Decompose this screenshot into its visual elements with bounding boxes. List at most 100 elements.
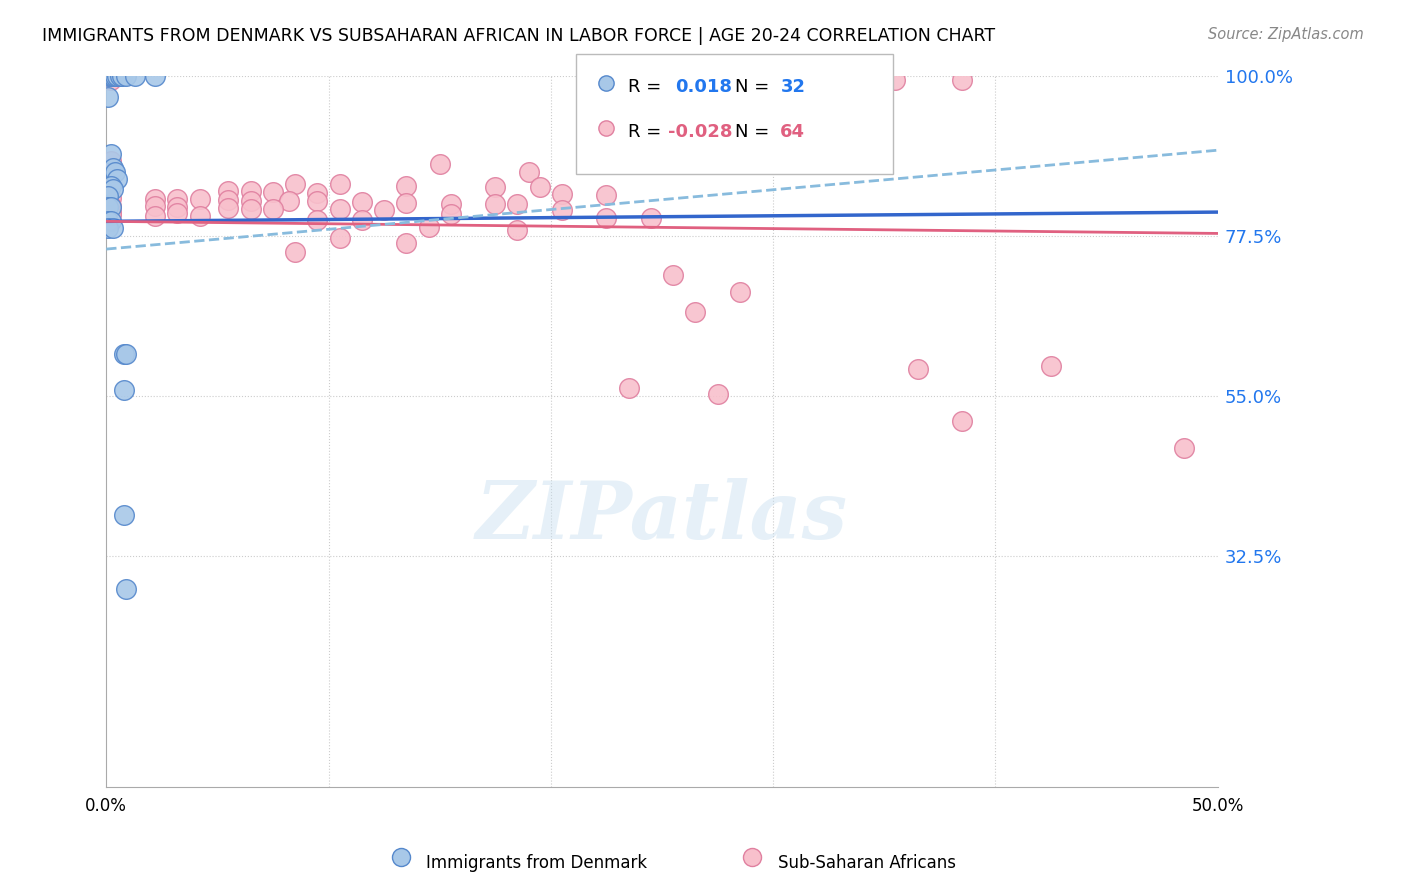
- Text: Immigrants from Denmark: Immigrants from Denmark: [426, 855, 647, 872]
- Point: [143, 209, 166, 223]
- Point: [100, 153, 122, 168]
- Text: N =: N =: [735, 123, 769, 141]
- Point: [551, 202, 574, 217]
- Point: [484, 180, 506, 194]
- Point: [108, 69, 131, 83]
- Point: [115, 69, 138, 83]
- Point: [239, 194, 262, 208]
- Point: [728, 285, 751, 300]
- Text: R =: R =: [628, 123, 662, 141]
- Point: [97, 189, 120, 203]
- Point: [100, 205, 122, 219]
- Point: [907, 361, 929, 376]
- Point: [1039, 359, 1062, 373]
- Point: [551, 187, 574, 202]
- Point: [166, 200, 188, 214]
- Point: [97, 69, 120, 83]
- Point: [662, 268, 685, 282]
- Text: Source: ZipAtlas.com: Source: ZipAtlas.com: [1208, 27, 1364, 42]
- Text: ZIPatlas: ZIPatlas: [475, 478, 848, 556]
- Point: [950, 413, 973, 427]
- Point: [188, 209, 211, 223]
- Point: [617, 382, 640, 396]
- Point: [111, 69, 134, 83]
- Point: [100, 200, 122, 214]
- Point: [239, 202, 262, 216]
- Point: [277, 194, 299, 208]
- Point: [100, 178, 122, 193]
- Point: [101, 69, 124, 83]
- Point: [143, 192, 166, 206]
- Point: [284, 244, 307, 259]
- Point: [284, 178, 307, 192]
- Point: [884, 73, 907, 87]
- Point: [100, 214, 122, 228]
- Point: [100, 73, 122, 87]
- Point: [100, 146, 122, 161]
- Point: [101, 182, 124, 196]
- Point: [100, 69, 122, 83]
- Point: [329, 202, 352, 217]
- Point: [950, 73, 973, 87]
- Point: [97, 200, 120, 214]
- Point: [124, 69, 146, 83]
- Point: [239, 185, 262, 199]
- Point: [685, 304, 707, 318]
- Text: 0.018: 0.018: [675, 78, 733, 96]
- Point: [104, 69, 127, 83]
- Point: [418, 220, 440, 235]
- Point: [595, 188, 617, 202]
- Point: [307, 194, 329, 209]
- Point: [97, 90, 120, 104]
- Point: [188, 192, 211, 206]
- Point: [640, 211, 662, 226]
- Text: Sub-Saharan Africans: Sub-Saharan Africans: [778, 855, 956, 872]
- Point: [350, 213, 373, 227]
- Point: [307, 186, 329, 200]
- Point: [101, 221, 124, 235]
- Text: 64: 64: [780, 123, 806, 141]
- Point: [112, 508, 135, 522]
- Point: [218, 184, 240, 198]
- Point: [506, 223, 529, 237]
- Point: [350, 195, 373, 210]
- Text: R =: R =: [628, 78, 662, 96]
- Point: [329, 231, 352, 245]
- Point: [97, 221, 120, 235]
- Point: [100, 199, 122, 213]
- Point: [166, 206, 188, 220]
- Point: [143, 69, 166, 83]
- Text: N =: N =: [735, 78, 769, 96]
- Point: [429, 157, 451, 171]
- Point: [706, 387, 728, 401]
- Point: [395, 235, 418, 250]
- Point: [100, 208, 122, 222]
- Point: [218, 201, 240, 215]
- Text: -0.028: -0.028: [668, 123, 733, 141]
- Point: [100, 191, 122, 205]
- Point: [112, 383, 135, 397]
- Point: [329, 178, 352, 192]
- Text: 32: 32: [780, 78, 806, 96]
- Point: [506, 197, 529, 211]
- Point: [395, 178, 418, 193]
- Point: [105, 171, 128, 186]
- Point: [595, 211, 617, 225]
- Point: [112, 347, 135, 361]
- Point: [395, 195, 418, 210]
- Point: [517, 164, 540, 178]
- Point: [1173, 441, 1195, 455]
- Point: [262, 185, 284, 199]
- Point: [484, 197, 506, 211]
- Point: [105, 69, 128, 83]
- Point: [166, 192, 188, 206]
- Point: [104, 164, 127, 178]
- Point: [529, 180, 551, 194]
- Point: [262, 202, 284, 216]
- Point: [440, 206, 463, 220]
- Point: [97, 214, 120, 228]
- Point: [307, 213, 329, 227]
- Point: [218, 193, 240, 207]
- Point: [143, 199, 166, 213]
- Point: [101, 161, 124, 175]
